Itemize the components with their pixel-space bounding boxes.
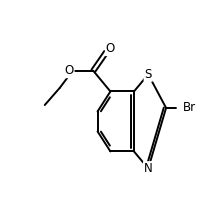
Text: N: N — [144, 162, 153, 175]
Text: Br: Br — [183, 101, 196, 114]
Text: O: O — [64, 64, 74, 77]
Text: S: S — [145, 68, 152, 81]
Text: O: O — [106, 42, 115, 55]
